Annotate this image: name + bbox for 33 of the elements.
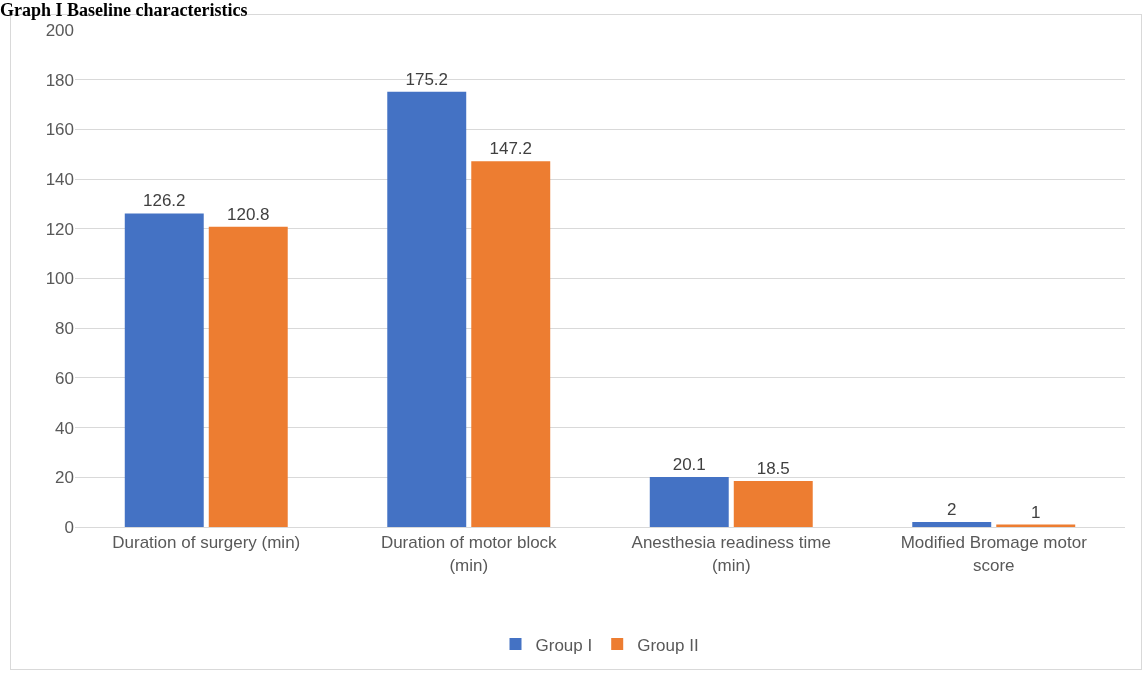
legend-label: Group II [637, 635, 699, 655]
y-tick-label: 80 [55, 319, 74, 339]
bar [208, 226, 288, 527]
y-tick-label: 120 [45, 219, 74, 239]
y-tick-label: 60 [55, 368, 74, 388]
y-tick-label: 160 [45, 120, 74, 140]
data-label: 20.1 [672, 455, 706, 475]
bar [912, 522, 992, 527]
y-tick-label: 200 [45, 20, 74, 40]
y-tick-label: 0 [64, 517, 74, 537]
data-label: 126.2 [142, 191, 186, 211]
x-tick-label: Duration of motor block (min) [380, 533, 558, 575]
bar [649, 477, 729, 527]
y-tick-label: 20 [55, 468, 74, 488]
x-tick-label: Anesthesia readiness time (min) [631, 533, 831, 575]
y-tick-label: 100 [45, 269, 74, 289]
y-tick-label: 40 [55, 418, 74, 438]
x-tick-label: Modified Bromage motor score [900, 533, 1088, 575]
data-label: 175.2 [405, 69, 449, 89]
bar [733, 481, 813, 527]
data-label: 1 [1031, 502, 1041, 522]
bar [387, 91, 467, 527]
data-label: 147.2 [489, 139, 533, 159]
bar [124, 213, 204, 527]
data-label: 2 [947, 500, 957, 520]
bar [471, 161, 551, 527]
y-tick-label: 180 [45, 70, 74, 90]
legend-label: Group I [535, 635, 593, 655]
x-tick-label: Duration of surgery (min) [112, 533, 301, 553]
data-label: 18.5 [756, 459, 790, 479]
y-tick-label: 140 [45, 170, 74, 190]
data-label: 120.8 [226, 204, 270, 224]
chart-title: Graph I Baseline characteristics [0, 0, 248, 20]
